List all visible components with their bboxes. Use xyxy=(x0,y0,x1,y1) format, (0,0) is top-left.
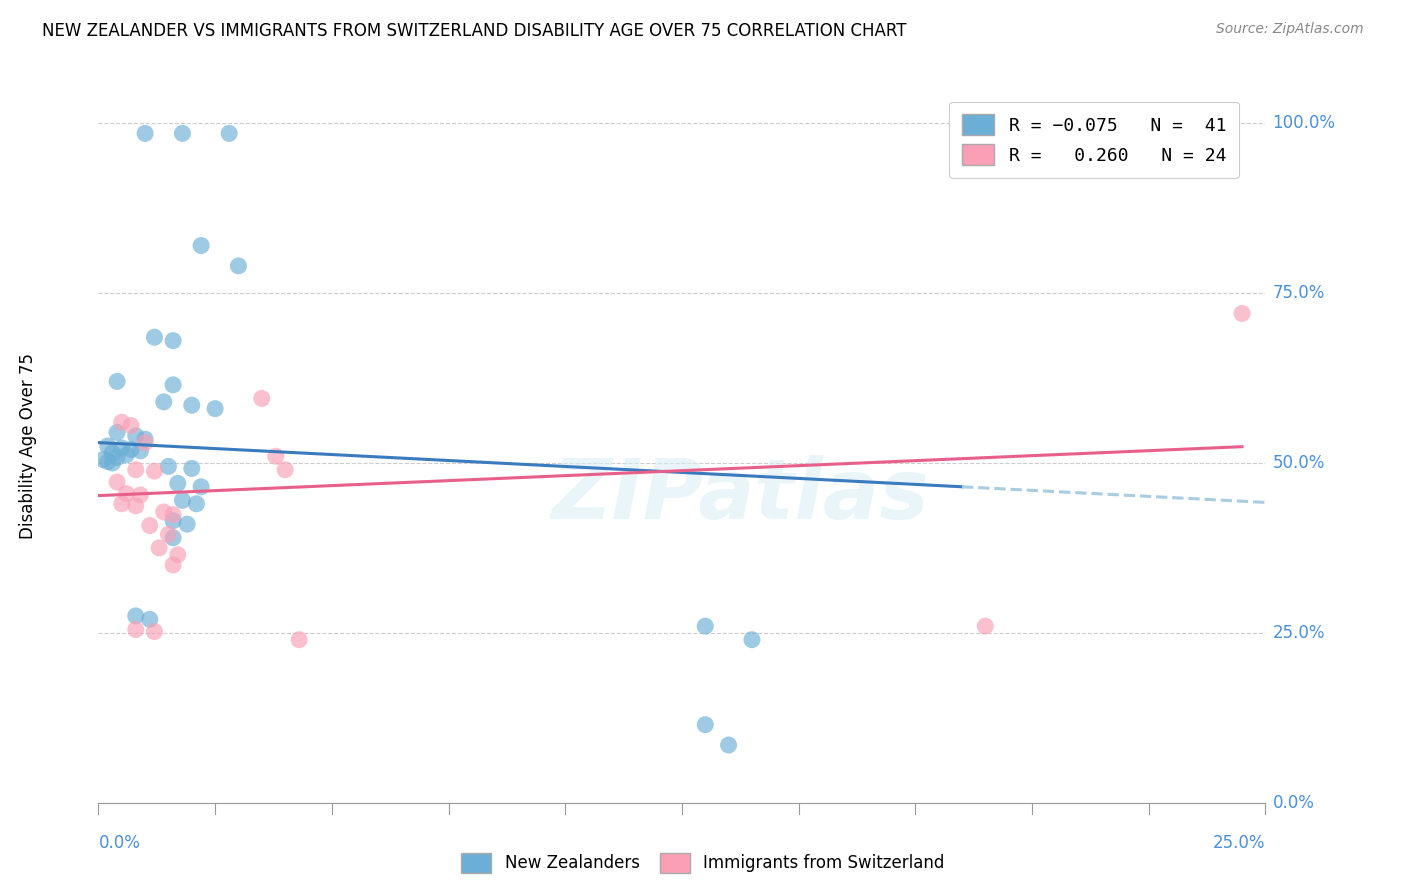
Legend: R = −0.075   N =  41, R =   0.260   N = 24: R = −0.075 N = 41, R = 0.260 N = 24 xyxy=(949,102,1239,178)
Point xyxy=(125,463,148,477)
Point xyxy=(162,558,184,572)
Point xyxy=(974,619,997,633)
Point xyxy=(105,450,128,465)
Point xyxy=(120,418,142,433)
Point xyxy=(228,259,250,273)
Point xyxy=(143,464,166,478)
Point xyxy=(111,415,134,429)
Text: Source: ZipAtlas.com: Source: ZipAtlas.com xyxy=(1216,22,1364,37)
Point xyxy=(105,375,128,389)
Point xyxy=(129,443,152,458)
Point xyxy=(101,446,124,460)
Point xyxy=(695,717,717,731)
Point xyxy=(152,505,174,519)
Text: 100.0%: 100.0% xyxy=(1272,114,1336,132)
Point xyxy=(129,488,152,502)
Point xyxy=(180,398,202,412)
Point xyxy=(204,401,226,416)
Text: 75.0%: 75.0% xyxy=(1272,284,1324,302)
Point xyxy=(162,514,184,528)
Point xyxy=(157,527,180,541)
Point xyxy=(176,517,198,532)
Point xyxy=(288,632,311,647)
Point xyxy=(97,439,120,453)
Point xyxy=(166,548,188,562)
Text: ZIPatlas: ZIPatlas xyxy=(551,456,929,536)
Point xyxy=(162,334,184,348)
Point xyxy=(157,459,180,474)
Point xyxy=(218,127,240,141)
Point xyxy=(250,392,273,406)
Point xyxy=(190,480,212,494)
Point xyxy=(125,608,148,623)
Point xyxy=(134,432,156,446)
Point xyxy=(105,475,128,489)
Point xyxy=(741,632,763,647)
Text: 25.0%: 25.0% xyxy=(1272,624,1324,642)
Point xyxy=(105,425,128,440)
Text: Disability Age Over 75: Disability Age Over 75 xyxy=(20,353,37,539)
Point xyxy=(115,448,138,462)
Point xyxy=(134,127,156,141)
Point xyxy=(139,612,162,626)
Point xyxy=(97,455,120,469)
Point xyxy=(91,452,114,467)
Point xyxy=(152,394,174,409)
Point xyxy=(111,441,134,455)
Point xyxy=(186,497,208,511)
Point xyxy=(695,619,717,633)
Point xyxy=(125,429,148,443)
Point xyxy=(115,486,138,500)
Point xyxy=(125,499,148,513)
Point xyxy=(162,531,184,545)
Text: 0.0%: 0.0% xyxy=(1272,794,1315,812)
Legend: New Zealanders, Immigrants from Switzerland: New Zealanders, Immigrants from Switzerl… xyxy=(454,847,952,880)
Point xyxy=(166,476,188,491)
Point xyxy=(162,377,184,392)
Point xyxy=(143,330,166,344)
Point xyxy=(1230,306,1253,320)
Point xyxy=(111,497,134,511)
Point xyxy=(148,541,170,555)
Point xyxy=(264,449,287,463)
Point xyxy=(162,508,184,522)
Text: 0.0%: 0.0% xyxy=(98,834,141,852)
Point xyxy=(120,442,142,457)
Point xyxy=(717,738,740,752)
Point xyxy=(125,623,148,637)
Point xyxy=(143,624,166,639)
Point xyxy=(139,518,162,533)
Point xyxy=(134,435,156,450)
Text: 25.0%: 25.0% xyxy=(1213,834,1265,852)
Point xyxy=(190,238,212,252)
Point xyxy=(172,127,194,141)
Point xyxy=(180,461,202,475)
Point xyxy=(274,463,297,477)
Text: NEW ZEALANDER VS IMMIGRANTS FROM SWITZERLAND DISABILITY AGE OVER 75 CORRELATION : NEW ZEALANDER VS IMMIGRANTS FROM SWITZER… xyxy=(42,22,907,40)
Point xyxy=(172,493,194,508)
Point xyxy=(101,456,124,470)
Text: 50.0%: 50.0% xyxy=(1272,454,1324,472)
